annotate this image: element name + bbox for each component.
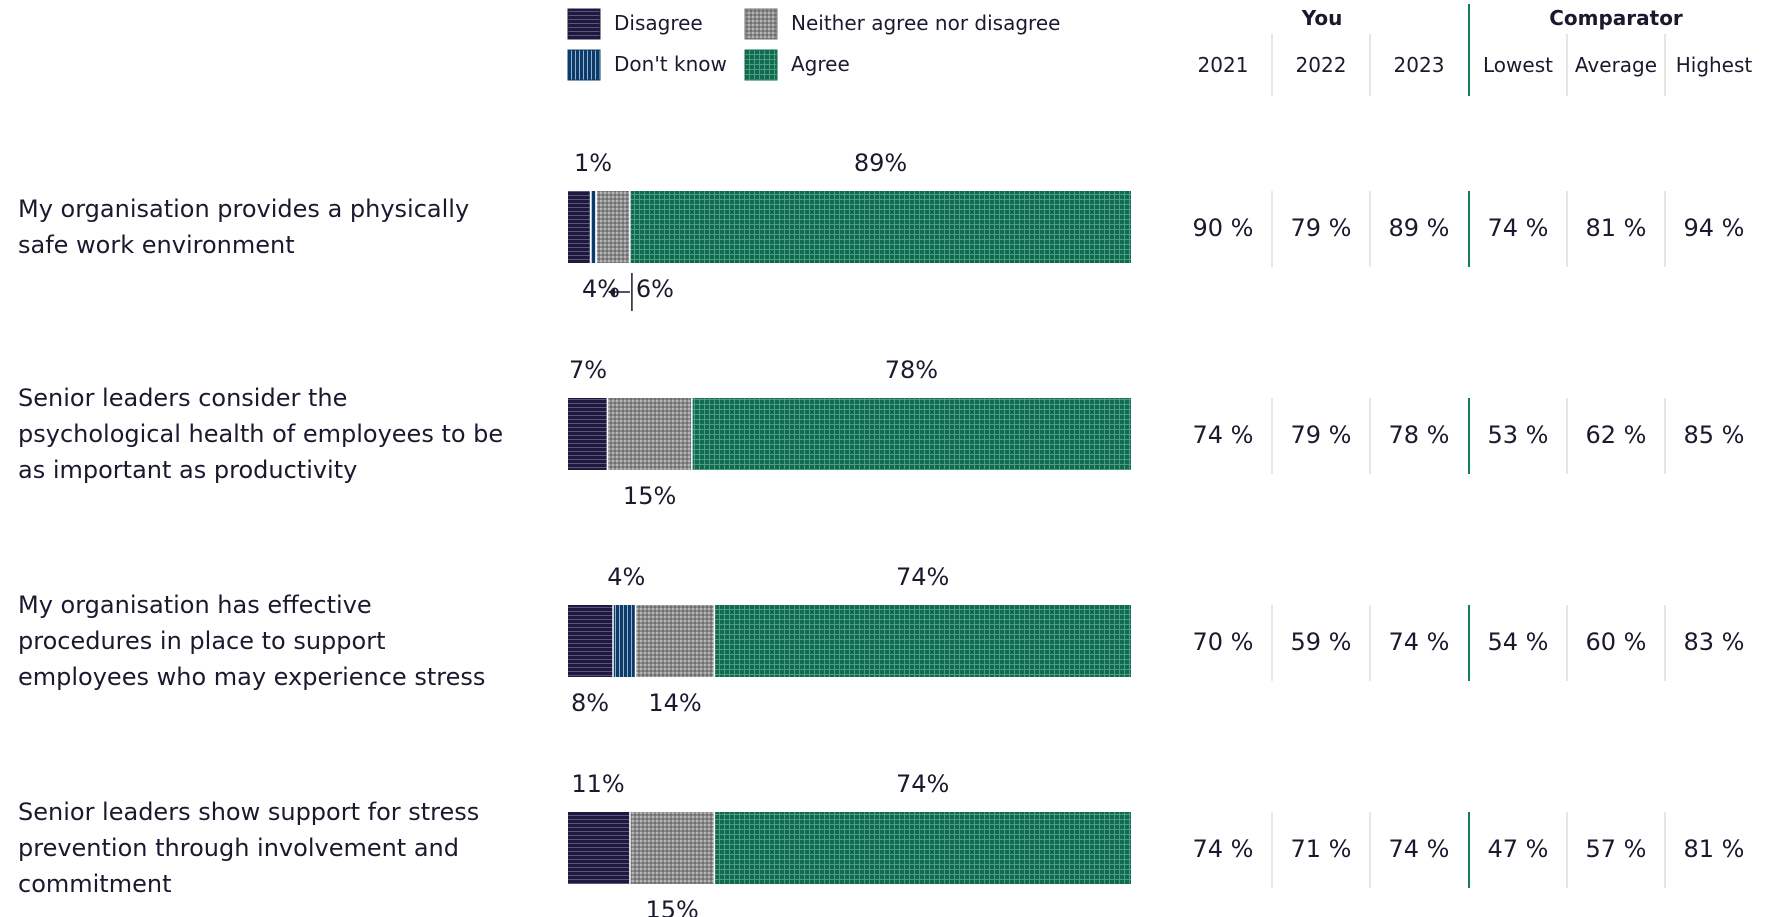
chart-row: My organisation provides a physically saf… xyxy=(18,149,1744,311)
bar-segment-neither xyxy=(629,812,715,884)
category-label-line: employees who may experience stress xyxy=(18,663,485,691)
table-value-2023: 89 % xyxy=(1389,214,1450,242)
table-value-highest: 83 % xyxy=(1684,628,1745,656)
category-label-line: as important as productivity xyxy=(18,456,357,484)
category-label: Senior leaders show support for stress pr… xyxy=(18,798,479,898)
data-label-agree: 78% xyxy=(885,356,938,384)
table-value-highest: 85 % xyxy=(1684,421,1745,449)
table-value-average: 62 % xyxy=(1586,421,1647,449)
table-value-2022: 79 % xyxy=(1291,421,1352,449)
table-value-lowest: 74 % xyxy=(1488,214,1549,242)
table-value-2023: 74 % xyxy=(1389,835,1450,863)
data-label-neither: 15% xyxy=(646,896,699,917)
table-header: You Comparator 2021 2022 2023 Lowest Ave… xyxy=(1198,4,1753,96)
data-label-neither: 6% xyxy=(636,275,674,303)
header-you: You xyxy=(1301,6,1343,30)
table-value-2022: 71 % xyxy=(1291,835,1352,863)
legend-swatch-agree xyxy=(744,49,778,81)
table-value-average: 57 % xyxy=(1586,835,1647,863)
category-label: My organisation provides a physically saf… xyxy=(18,195,469,259)
category-label-line: procedures in place to support xyxy=(18,627,385,655)
category-label-line: My organisation provides a physically xyxy=(18,195,469,223)
category-label-line: psychological health of employees to be xyxy=(18,420,503,448)
category-label-line: Senior leaders show support for stress xyxy=(18,798,479,826)
chart-row: Senior leaders show support for stress pr… xyxy=(18,770,1744,917)
bar-segment-agree xyxy=(629,191,1131,263)
legend-swatch-dont-know xyxy=(567,49,601,81)
data-label-disagree: 7% xyxy=(569,356,607,384)
bar-segment-disagree xyxy=(568,398,608,470)
table-value-2022: 79 % xyxy=(1291,214,1352,242)
data-label-disagree: 8% xyxy=(571,689,609,717)
header-col-2023: 2023 xyxy=(1394,53,1445,77)
legend-label-dont-know: Don't know xyxy=(614,52,727,76)
category-label-line: commitment xyxy=(18,870,171,898)
legend: Disagree Neither agree nor disagree Don'… xyxy=(567,8,1060,81)
bar-segment-dont-know xyxy=(613,605,636,677)
data-label-agree: 74% xyxy=(896,563,949,591)
legend-label-agree: Agree xyxy=(791,52,850,76)
data-label-agree: 74% xyxy=(896,770,949,798)
data-label-neither: 15% xyxy=(623,482,676,510)
header-col-2022: 2022 xyxy=(1296,53,1347,77)
category-label: My organisation has effective procedures … xyxy=(18,591,485,691)
data-label-disagree: 11% xyxy=(571,770,624,798)
category-label-line: prevention through involvement and xyxy=(18,834,459,862)
category-label-line: My organisation has effective xyxy=(18,591,372,619)
data-label-dont-know: 1% xyxy=(574,149,612,177)
data-label-dont-know: 4% xyxy=(607,563,645,591)
table-value-average: 81 % xyxy=(1586,214,1647,242)
category-label-line: Senior leaders consider the xyxy=(18,384,347,412)
legend-label-disagree: Disagree xyxy=(614,11,703,35)
chart-row: My organisation has effective procedures … xyxy=(18,563,1744,717)
chart-rows: My organisation provides a physically saf… xyxy=(18,149,1744,917)
table-value-2023: 74 % xyxy=(1389,628,1450,656)
header-col-average: Average xyxy=(1575,53,1657,77)
category-label: Senior leaders consider the psychological… xyxy=(18,384,503,484)
table-value-highest: 81 % xyxy=(1684,835,1745,863)
label-arrow-head xyxy=(607,288,615,296)
header-comparator: Comparator xyxy=(1549,6,1683,30)
data-label-agree: 89% xyxy=(854,149,907,177)
chart-row: Senior leaders consider the psychological… xyxy=(18,356,1744,510)
bar-segment-neither xyxy=(607,398,692,470)
header-col-highest: Highest xyxy=(1676,53,1753,77)
table-value-lowest: 54 % xyxy=(1488,628,1549,656)
bar-segment-disagree xyxy=(568,605,614,677)
legend-swatch-neither xyxy=(744,8,778,40)
bar-segment-agree xyxy=(714,605,1131,677)
bar-segment-neither xyxy=(635,605,715,677)
bar-segment-disagree xyxy=(568,812,630,884)
bar-segment-agree xyxy=(714,812,1131,884)
category-label-line: safe work environment xyxy=(18,231,295,259)
table-value-2023: 78 % xyxy=(1389,421,1450,449)
header-col-2021: 2021 xyxy=(1198,53,1249,77)
bar-segment-disagree xyxy=(568,191,591,263)
bar-segment-agree xyxy=(691,398,1131,470)
table-value-lowest: 47 % xyxy=(1488,835,1549,863)
table-value-lowest: 53 % xyxy=(1488,421,1549,449)
header-col-lowest: Lowest xyxy=(1483,53,1553,77)
table-value-2021: 90 % xyxy=(1193,214,1254,242)
table-value-2021: 74 % xyxy=(1193,835,1254,863)
table-value-2022: 59 % xyxy=(1291,628,1352,656)
table-value-2021: 74 % xyxy=(1193,421,1254,449)
bar-segment-neither xyxy=(596,191,630,263)
table-value-average: 60 % xyxy=(1586,628,1647,656)
table-value-highest: 94 % xyxy=(1684,214,1745,242)
bar-segment-dont-know xyxy=(590,191,597,263)
legend-swatch-disagree xyxy=(567,8,601,40)
legend-label-neither: Neither agree nor disagree xyxy=(791,11,1060,35)
data-label-neither: 14% xyxy=(648,689,701,717)
table-value-2021: 70 % xyxy=(1193,628,1254,656)
